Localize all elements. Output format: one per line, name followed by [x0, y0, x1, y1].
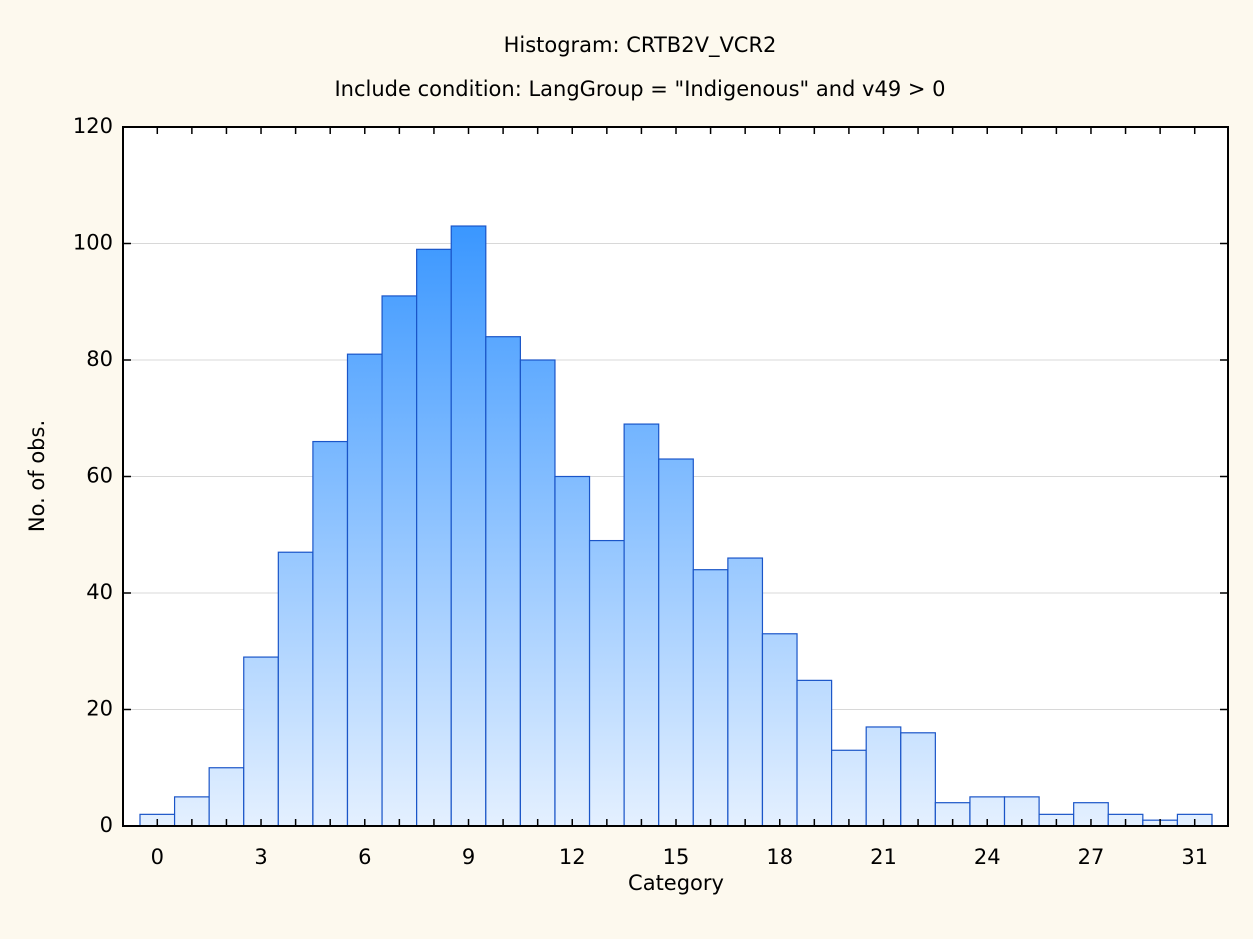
- bar: [450, 225, 487, 827]
- y-tick-label: 40: [86, 580, 113, 604]
- x-tick-label: 31: [1181, 845, 1208, 869]
- chart-subtitle: Include condition: LangGroup = "Indigeno…: [334, 77, 945, 101]
- x-tick-label: 27: [1078, 845, 1105, 869]
- y-axis-label: No. of obs.: [25, 420, 49, 532]
- bar: [277, 551, 314, 827]
- y-tick-label: 0: [100, 813, 113, 837]
- y-tick-label: 80: [86, 347, 113, 371]
- y-tick-label: 20: [86, 697, 113, 721]
- x-tick-label: 21: [870, 845, 897, 869]
- bar: [623, 423, 660, 827]
- x-tick-label: 15: [663, 845, 690, 869]
- bar: [381, 295, 418, 827]
- x-axis-label: Category: [628, 871, 724, 895]
- bar: [588, 539, 625, 827]
- bar: [208, 767, 245, 827]
- x-tick-label: 0: [151, 845, 164, 869]
- x-tick-label: 3: [254, 845, 267, 869]
- x-tick-label: 9: [462, 845, 475, 869]
- bar: [692, 569, 729, 827]
- bar: [416, 248, 452, 827]
- x-tick-label: 12: [559, 845, 586, 869]
- y-tick-label: 120: [73, 114, 113, 138]
- bar: [346, 353, 383, 827]
- bar: [658, 458, 694, 827]
- plot-frame: [122, 126, 1229, 827]
- bar: [485, 336, 521, 827]
- bar: [554, 475, 591, 827]
- bar: [900, 732, 936, 827]
- bar: [761, 633, 798, 827]
- x-tick-label: 18: [766, 845, 793, 869]
- bar: [831, 749, 867, 827]
- bar: [243, 656, 279, 827]
- bar: [312, 440, 349, 827]
- x-tick-label: 6: [358, 845, 371, 869]
- y-tick-label: 60: [86, 464, 113, 488]
- bar: [865, 726, 902, 827]
- x-tick-label: 24: [974, 845, 1001, 869]
- chart-title: Histogram: CRTB2V_VCR2: [504, 33, 777, 58]
- bar: [727, 557, 764, 827]
- y-tick-label: 100: [73, 231, 113, 255]
- bar: [796, 679, 833, 827]
- bar: [519, 359, 556, 827]
